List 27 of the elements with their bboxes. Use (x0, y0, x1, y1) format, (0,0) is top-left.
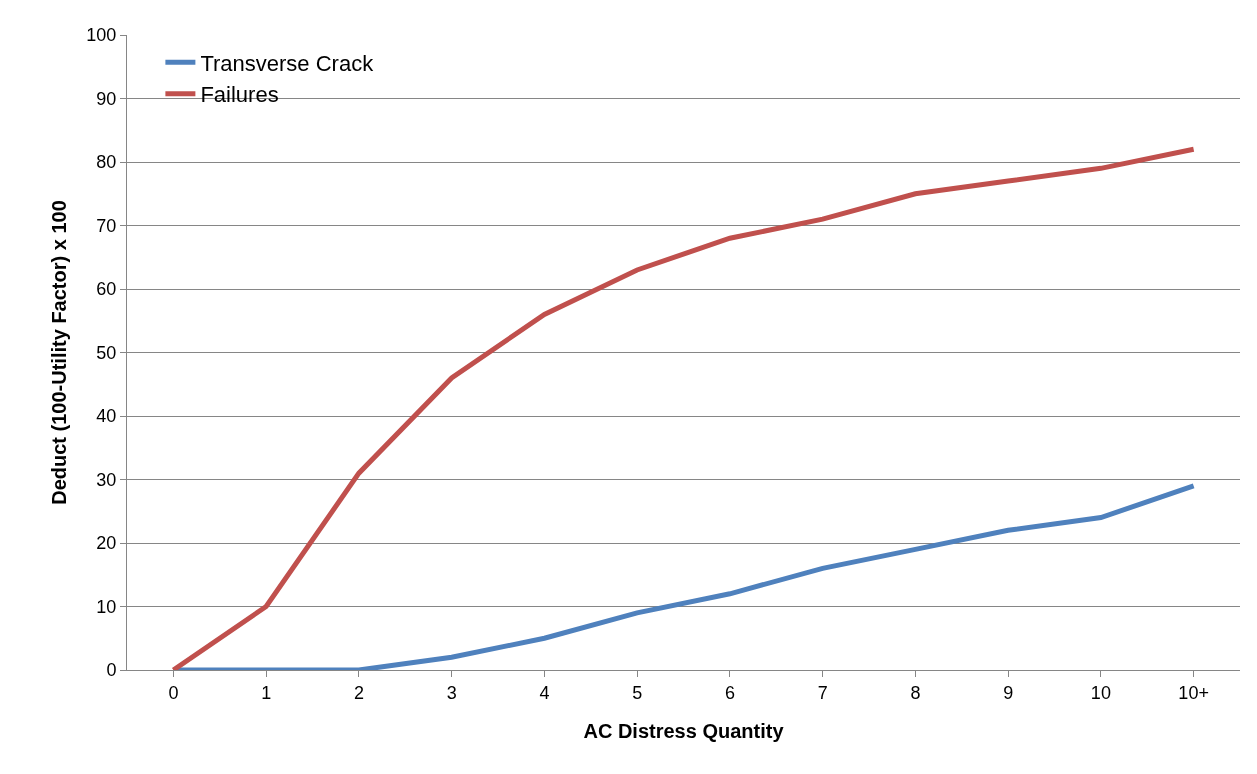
y-tick-label: 60 (96, 279, 117, 300)
y-tick-label: 0 (106, 660, 117, 681)
x-axis-title: AC Distress Quantity (583, 720, 785, 743)
x-tick-label: 2 (353, 682, 364, 703)
x-tick-label: 9 (1003, 682, 1014, 703)
legend-label: Transverse Crack (200, 50, 375, 76)
x-tick-label: 4 (539, 682, 550, 703)
x-tick-label: 10 (1090, 682, 1111, 703)
x-tick-label: 1 (261, 682, 272, 703)
x-tick-label: 7 (817, 682, 828, 703)
y-tick-label: 70 (96, 215, 117, 236)
legend-label: Failures (200, 82, 279, 108)
y-axis-title: Deduct (100-Utility Factor) x 100 (47, 200, 70, 505)
y-tick-label: 30 (96, 469, 117, 490)
y-tick-label: 40 (96, 406, 117, 427)
x-tick-label: 10+ (1178, 682, 1209, 703)
y-tick-label: 100 (86, 25, 117, 46)
x-tick-label: 0 (168, 682, 179, 703)
y-tick-label: 20 (96, 533, 117, 554)
x-tick-label: 6 (724, 682, 735, 703)
x-tick-label: 5 (632, 682, 643, 703)
y-tick-label: 50 (96, 342, 117, 363)
x-tick-label: 3 (446, 682, 457, 703)
x-tick-label: 8 (910, 682, 921, 703)
y-tick-label: 90 (96, 88, 117, 109)
y-tick-label: 80 (96, 152, 117, 173)
y-tick-label: 10 (96, 596, 117, 617)
